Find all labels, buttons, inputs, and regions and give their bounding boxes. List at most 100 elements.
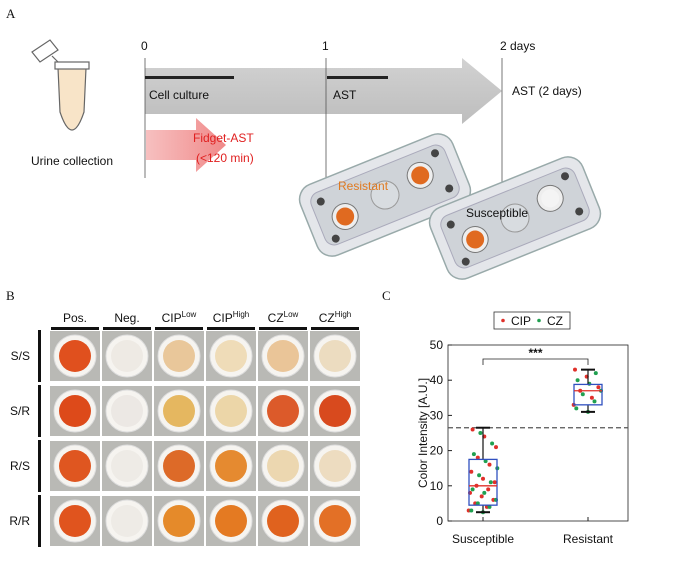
column-name: CIP bbox=[162, 311, 182, 325]
panel-label: B bbox=[6, 288, 15, 303]
well bbox=[215, 505, 247, 537]
column-superscript: Low bbox=[182, 310, 197, 319]
tube-icon bbox=[31, 39, 90, 131]
data-point bbox=[483, 459, 488, 464]
bar-label: AST bbox=[333, 88, 357, 102]
x-tick-label: Resistant bbox=[563, 532, 614, 546]
data-point bbox=[469, 469, 474, 474]
x-tick-label: Susceptible bbox=[452, 532, 514, 546]
well bbox=[59, 340, 91, 372]
data-point bbox=[471, 452, 476, 457]
well bbox=[267, 450, 299, 482]
header-bar bbox=[103, 327, 151, 330]
column-header: CZLow bbox=[268, 310, 299, 325]
fidget-time: (<120 min) bbox=[196, 151, 254, 165]
data-point bbox=[574, 406, 579, 411]
well bbox=[163, 505, 195, 537]
well bbox=[319, 450, 351, 482]
data-point bbox=[492, 480, 497, 485]
tube-caption: Urine collection bbox=[31, 154, 113, 168]
well bbox=[215, 340, 247, 372]
y-tick-label: 10 bbox=[430, 479, 444, 493]
column-header: CIPHigh bbox=[213, 310, 249, 325]
well bbox=[111, 395, 143, 427]
y-tick-label: 20 bbox=[430, 444, 444, 458]
header-bar bbox=[311, 327, 359, 330]
well bbox=[319, 395, 351, 427]
well bbox=[111, 340, 143, 372]
header-bar bbox=[259, 327, 307, 330]
data-point bbox=[481, 476, 485, 481]
bar-label: Cell culture bbox=[149, 88, 209, 102]
box bbox=[573, 383, 603, 406]
data-point bbox=[593, 371, 598, 376]
panel-label: C bbox=[382, 288, 391, 303]
well bbox=[59, 395, 91, 427]
data-point bbox=[592, 399, 597, 404]
fidget-arrow bbox=[146, 118, 226, 172]
data-point bbox=[477, 473, 482, 478]
column-name: CIP bbox=[213, 311, 233, 325]
y-tick-label: 40 bbox=[430, 373, 444, 387]
timeline-label: 1 bbox=[322, 39, 329, 53]
significance-bracket bbox=[482, 358, 589, 365]
fidget-title: Fidget-AST bbox=[193, 131, 254, 145]
significance-label: *** bbox=[528, 346, 542, 360]
legend-marker bbox=[537, 318, 541, 323]
ast-bar bbox=[327, 76, 388, 79]
column-name: CZ bbox=[319, 311, 335, 325]
well bbox=[215, 450, 247, 482]
arrow-caption: AST (2 days) bbox=[512, 84, 582, 98]
well bbox=[267, 505, 299, 537]
well bbox=[319, 505, 351, 537]
data-point bbox=[488, 480, 493, 485]
data-point bbox=[494, 445, 498, 450]
data-point bbox=[580, 392, 585, 397]
column-name: Neg. bbox=[114, 311, 139, 325]
data-point bbox=[487, 462, 492, 467]
row-label: R/R bbox=[9, 514, 30, 528]
well bbox=[111, 505, 143, 537]
row-bar bbox=[38, 330, 41, 382]
data-point bbox=[470, 487, 475, 492]
column-superscript: Low bbox=[284, 310, 299, 319]
column-name: CZ bbox=[268, 311, 284, 325]
device-label: Resistant bbox=[338, 179, 389, 193]
y-tick-label: 50 bbox=[430, 338, 444, 352]
well bbox=[59, 505, 91, 537]
plot-frame bbox=[447, 344, 629, 522]
device bbox=[428, 156, 602, 280]
y-tick-label: 0 bbox=[436, 514, 443, 528]
data-point bbox=[482, 490, 487, 495]
data-point bbox=[490, 441, 495, 446]
data-point bbox=[487, 504, 492, 509]
row-label: S/R bbox=[10, 404, 30, 418]
data-point bbox=[575, 378, 580, 383]
column-name: Pos. bbox=[63, 311, 87, 325]
device-label: Susceptible bbox=[466, 206, 528, 220]
row-label: R/S bbox=[10, 459, 30, 473]
well bbox=[163, 340, 195, 372]
well bbox=[163, 450, 195, 482]
column-header: Neg. bbox=[114, 311, 139, 325]
column-header: CZHigh bbox=[319, 310, 351, 325]
legend-label: CZ bbox=[547, 314, 563, 328]
data-point bbox=[478, 431, 483, 435]
data-point bbox=[470, 427, 475, 432]
header-bar bbox=[155, 327, 203, 330]
row-bar bbox=[38, 385, 41, 437]
header-bar bbox=[51, 327, 99, 330]
well bbox=[215, 395, 247, 427]
row-bar bbox=[38, 495, 41, 547]
legend-label: CIP bbox=[511, 314, 531, 328]
well bbox=[319, 340, 351, 372]
timeline-arrow bbox=[145, 58, 502, 124]
legend-box bbox=[493, 311, 571, 330]
culture-bar bbox=[145, 76, 234, 79]
data-point bbox=[475, 501, 480, 506]
panel-label: A bbox=[6, 6, 16, 21]
y-axis-label: Color Intensity [A.U.] bbox=[416, 378, 430, 488]
column-header: Pos. bbox=[63, 311, 87, 325]
well bbox=[267, 340, 299, 372]
